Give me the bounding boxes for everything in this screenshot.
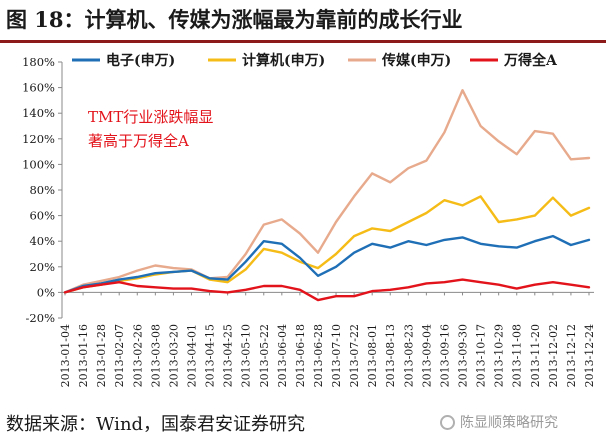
x-tick-label: 2013-05-10 — [240, 324, 253, 387]
x-tick-label: 2013-03-08 — [149, 324, 162, 387]
legend-label: 电子(申万) — [106, 52, 175, 69]
y-tick-label: 160% — [22, 81, 55, 95]
y-tick-label: -20% — [26, 311, 56, 325]
series-line-wind_a — [63, 278, 591, 302]
x-tick-label: 2013-03-20 — [167, 324, 180, 387]
x-tick-label: 2013-08-23 — [402, 324, 415, 387]
y-tick-label: 60% — [29, 209, 55, 223]
line-chart: -20% 0% 20% 40% 60% 80% 100% 120% 140% 160% 180% 20… — [22, 52, 596, 387]
x-tick-label: 2013-08-01 — [366, 324, 379, 387]
x-tick-label: 2013-07-22 — [348, 324, 361, 387]
x-tick-label: 2013-12-02 — [547, 324, 560, 387]
source-footer: 数据来源：Wind，国泰君安证券研究 — [6, 414, 306, 435]
x-tick-label: 2013-10-17 — [475, 324, 488, 387]
title-bar: 图 18：计算机、传媒为涨幅最为靠前的成长行业 — [0, 0, 606, 44]
x-tick-label: 2013-02-07 — [113, 324, 126, 387]
y-tick-label: 100% — [22, 157, 55, 171]
x-tick-label: 2013-02-26 — [131, 324, 144, 387]
y-tick-label: 0% — [37, 285, 55, 299]
x-tick-label: 2013-11-20 — [529, 324, 542, 387]
annotation-text: 著高于万得全A — [88, 132, 189, 150]
x-tick-label: 2013-01-16 — [77, 324, 90, 387]
title-rule — [0, 40, 606, 43]
x-tick-label: 2013-09-04 — [420, 324, 433, 387]
x-tick-label: 2013-07-10 — [330, 324, 343, 387]
legend-label: 传媒(申万) — [381, 52, 451, 69]
wechat-icon — [440, 415, 455, 430]
x-tick-label: 2013-11-08 — [511, 324, 524, 387]
series-line-media — [63, 89, 591, 294]
x-tick-label: 2013-06-18 — [294, 324, 307, 387]
y-tick-label: 40% — [29, 234, 55, 248]
x-tick-label: 2013-12-12 — [565, 324, 578, 387]
y-tick-label: 80% — [29, 183, 55, 197]
legend-label: 万得全A — [503, 52, 558, 69]
x-tick-label: 2013-09-16 — [438, 324, 451, 387]
series-line-electronics — [63, 234, 591, 294]
x-tick-label: 2013-10-29 — [493, 324, 506, 387]
x-tick-label: 2013-12-24 — [583, 324, 596, 387]
annotation-text: TMT行业涨跌幅显 — [88, 108, 213, 126]
legend-label: 计算机(申万) — [242, 52, 325, 69]
watermark-text: 陈显顺策略研究 — [460, 415, 558, 431]
y-tick-label: 180% — [22, 55, 55, 69]
x-tick-label: 2013-04-15 — [204, 324, 217, 387]
x-tick-label: 2013-08-13 — [384, 324, 397, 387]
x-tick-label: 2013-06-04 — [276, 324, 289, 387]
x-tick-label: 2013-05-22 — [258, 324, 271, 387]
x-tick-label: 2013-04-01 — [185, 324, 198, 387]
y-tick-label: 140% — [22, 106, 55, 120]
x-tick-label: 2013-04-25 — [222, 324, 235, 387]
y-tick-label: 120% — [22, 132, 55, 146]
x-tick-label: 2013-06-28 — [312, 324, 325, 387]
x-tick-label: 2013-09-30 — [457, 324, 470, 387]
watermark: 陈显顺策略研究 — [440, 412, 558, 432]
x-tick-label: 2013-01-28 — [95, 324, 108, 387]
series-line-computer — [63, 195, 591, 294]
figure-title: 图 18：计算机、传媒为涨幅最为靠前的成长行业 — [6, 7, 463, 32]
x-tick-label: 2013-01-04 — [59, 324, 72, 387]
y-tick-label: 20% — [29, 260, 55, 274]
